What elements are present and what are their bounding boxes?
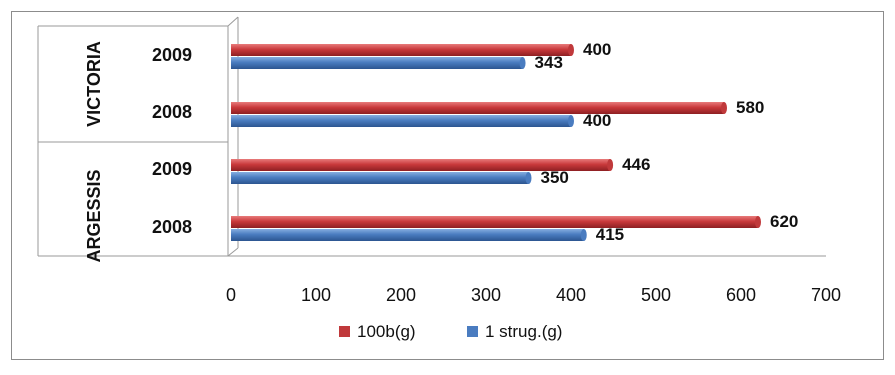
group-label: VICTORIA: [84, 41, 104, 127]
x-tick-label: 100: [301, 285, 331, 305]
bar-cap-1-3: [580, 229, 587, 241]
value-labels: 400 580 446 620 343 400 350 415: [535, 40, 799, 244]
bar-cap-0-3: [755, 216, 761, 228]
bar-cap-0-2: [607, 159, 614, 171]
bar-0-2: [231, 159, 611, 171]
value-label: 580: [736, 98, 764, 117]
x-tick-label: 0: [226, 285, 236, 305]
value-label: 620: [770, 212, 798, 231]
value-label: 400: [583, 111, 611, 130]
legend-label: 100b(g): [357, 322, 416, 341]
category-label: 2009: [152, 159, 192, 179]
bar-0-3: [231, 216, 758, 228]
bar-cap-0-1: [721, 102, 727, 114]
bar-1-3: [231, 229, 584, 241]
category-label: 2008: [152, 102, 192, 122]
legend-swatch: [467, 326, 478, 337]
x-tick-label: 600: [726, 285, 756, 305]
x-tick-label: 200: [386, 285, 416, 305]
x-tick-label: 400: [556, 285, 586, 305]
bars: [231, 44, 761, 241]
x-axis-ticks: 0 100 200 300 400 500 600 700: [226, 285, 841, 305]
x-tick-label: 500: [641, 285, 671, 305]
bar-0-0: [231, 44, 571, 56]
value-label: 446: [622, 155, 650, 174]
value-label: 400: [583, 40, 611, 59]
bar-cap-1-2: [525, 172, 532, 184]
bar-1-1: [231, 115, 571, 127]
bar-1-0: [231, 57, 523, 69]
category-label: 2008: [152, 217, 192, 237]
group-label: ARGESSIS: [84, 169, 104, 262]
value-label: 350: [541, 168, 569, 187]
bar-cap-1-0: [519, 57, 526, 69]
bar-1-2: [231, 172, 529, 184]
bar-0-1: [231, 102, 724, 114]
year-labels: 2009 2008 2009 2008: [152, 45, 192, 237]
x-tick-label: 300: [471, 285, 501, 305]
value-label: 343: [535, 53, 563, 72]
x-tick-label: 700: [811, 285, 841, 305]
chart-border: [11, 11, 884, 360]
group-labels: VICTORIA ARGESSIS: [84, 41, 104, 262]
legend: 100b(g) 1 strug.(g): [339, 322, 562, 341]
legend-label: 1 strug.(g): [485, 322, 562, 341]
bar-cap-1-1: [568, 115, 574, 127]
legend-swatch: [339, 326, 350, 337]
bar-cap-0-0: [568, 44, 574, 56]
category-axis: [37, 16, 826, 257]
category-label: 2009: [152, 45, 192, 65]
value-label: 415: [596, 225, 624, 244]
